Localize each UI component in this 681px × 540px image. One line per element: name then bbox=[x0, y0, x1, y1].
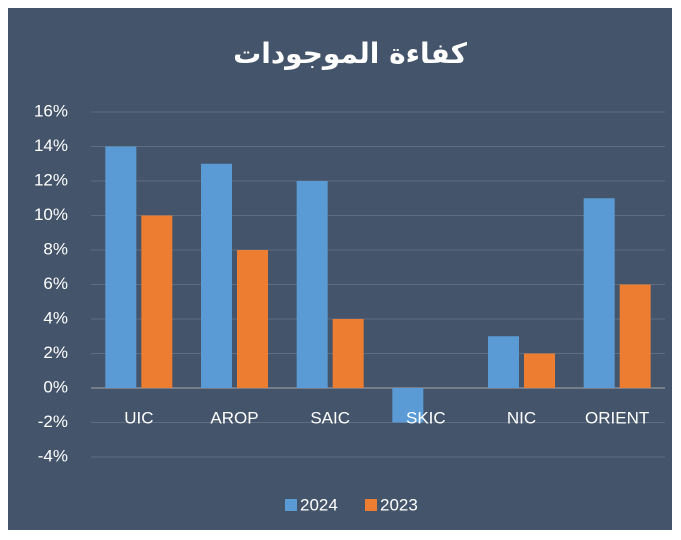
x-tick-label: UIC bbox=[124, 408, 153, 427]
bar bbox=[392, 388, 424, 423]
y-tick-label: 2% bbox=[43, 343, 68, 362]
bar bbox=[524, 353, 555, 388]
y-tick-label: 10% bbox=[34, 205, 68, 224]
y-tick-label: 6% bbox=[43, 274, 68, 293]
bar bbox=[237, 250, 268, 388]
legend-label: 2024 bbox=[300, 495, 338, 514]
bar bbox=[201, 163, 232, 388]
legend-swatch bbox=[285, 499, 297, 511]
bar bbox=[141, 215, 173, 388]
chart-title: كفاءة الموجودات bbox=[233, 37, 468, 70]
y-tick-label: 12% bbox=[34, 170, 68, 189]
bar bbox=[583, 198, 615, 388]
y-tick-label: 8% bbox=[43, 239, 68, 258]
bar bbox=[105, 146, 137, 388]
bar bbox=[488, 336, 519, 388]
y-tick-label: 4% bbox=[43, 308, 68, 327]
x-tick-label: ORIENT bbox=[585, 408, 649, 427]
legend-swatch bbox=[365, 499, 377, 511]
y-tick-label: 14% bbox=[34, 136, 68, 155]
x-tick-label: AROP bbox=[210, 408, 258, 427]
y-tick-label: 16% bbox=[34, 101, 68, 120]
bar bbox=[332, 319, 364, 388]
x-tick-label: SKIC bbox=[406, 408, 446, 427]
bar bbox=[619, 284, 651, 388]
x-tick-label: SAIC bbox=[310, 408, 350, 427]
y-tick-label: -4% bbox=[38, 446, 68, 465]
bar bbox=[296, 181, 328, 388]
y-tick-label: -2% bbox=[38, 412, 68, 431]
y-tick-label: 0% bbox=[43, 377, 68, 396]
legend-label: 2023 bbox=[380, 495, 418, 514]
x-tick-label: NIC bbox=[507, 408, 536, 427]
